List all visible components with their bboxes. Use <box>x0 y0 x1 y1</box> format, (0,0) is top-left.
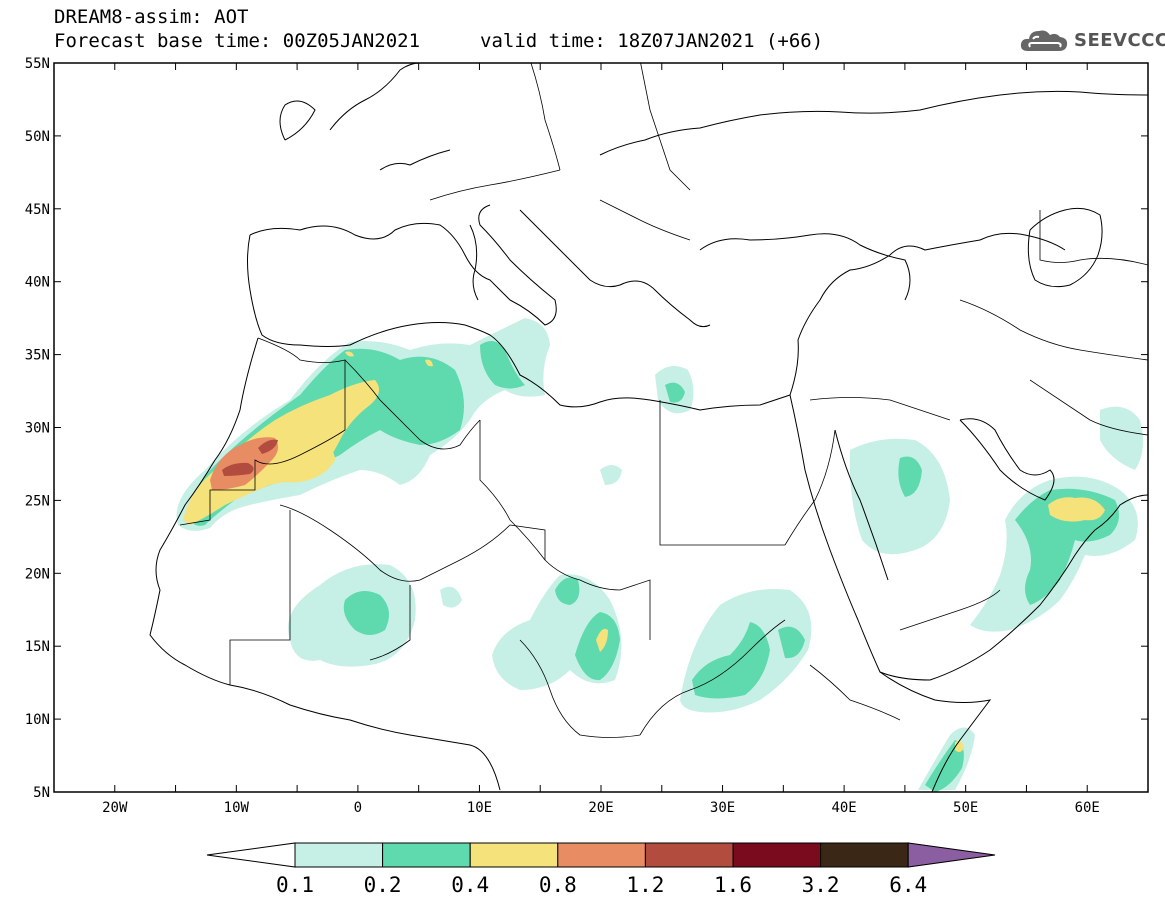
lat-label: 5N <box>33 785 50 801</box>
lat-label: 20N <box>25 566 50 582</box>
colorbar-swatch <box>557 842 646 868</box>
colorbar-swatch <box>820 842 909 868</box>
lon-label: 10W <box>224 800 250 816</box>
lon-label: 60E <box>1075 800 1100 816</box>
lon-label: 20E <box>588 800 613 816</box>
colorbar-label: 1.2 <box>626 873 664 897</box>
colorbar-label: 3.2 <box>802 873 840 897</box>
lat-label: 30N <box>25 421 50 437</box>
lat-label: 25N <box>25 493 50 509</box>
colorbar-swatch <box>294 842 384 868</box>
lat-label: 50N <box>25 129 50 145</box>
lon-label: 40E <box>831 800 856 816</box>
lon-label: 30E <box>710 800 735 816</box>
colorbar-label: 6.4 <box>889 873 927 897</box>
forecast-base-time: Forecast base time: 00Z05JAN2021 <box>54 30 421 52</box>
lat-label: 10N <box>25 712 50 728</box>
colorbar-swatch <box>469 842 559 868</box>
logo-text: SEEVCCC <box>1074 29 1165 51</box>
aot-fields <box>149 63 1148 792</box>
lat-label: 45N <box>25 202 50 218</box>
lat-label: 55N <box>25 56 50 72</box>
colorbar-labels: 0.1 0.2 0.4 0.8 1.2 1.6 3.2 6.4 <box>276 873 927 897</box>
aot-band-1.2 <box>222 439 278 476</box>
colorbar-label: 1.6 <box>714 873 752 897</box>
colorbar-swatch <box>732 842 822 868</box>
lat-label: 15N <box>25 639 50 655</box>
country-borders <box>179 63 1148 738</box>
lat-label: 35N <box>25 348 50 364</box>
longitude-axis: 20W 10W 0 10E 20E 30E 40E 50E 60E <box>53 63 1149 816</box>
lon-label: 20W <box>102 800 128 816</box>
map-title: DREAM8-assim: AOT <box>54 6 249 28</box>
colorbar-label: 0.8 <box>539 873 577 897</box>
colorbar-label: 0.4 <box>451 873 489 897</box>
seevccc-logo: SEEVCCC <box>1018 24 1165 56</box>
valid-time: valid time: 18Z07JAN2021 (+66) <box>480 30 824 52</box>
lon-label: 50E <box>953 800 978 816</box>
cloud-icon <box>1020 30 1068 51</box>
coastlines <box>149 63 1148 792</box>
lat-label: 40N <box>25 275 50 291</box>
colorbar-over-arrow <box>907 842 996 868</box>
colorbar-under-arrow <box>206 842 296 868</box>
colorbar-boxes <box>206 842 996 868</box>
colorbar-swatch <box>382 842 471 868</box>
colorbar-swatch <box>644 842 734 868</box>
lon-label: 0 <box>354 800 362 816</box>
lon-label: 10E <box>467 800 492 816</box>
colorbar-label: 0.1 <box>276 873 314 897</box>
latitude-axis: 55N 50N 45N 40N 35N 30N 25N 20N 15N 10N 5N <box>25 56 1148 801</box>
colorbar-label: 0.2 <box>364 873 402 897</box>
